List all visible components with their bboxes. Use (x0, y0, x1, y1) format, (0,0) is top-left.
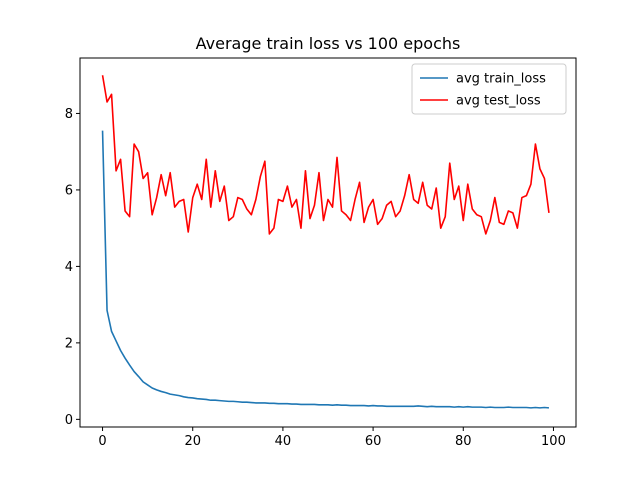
legend-label: avg test_loss (456, 94, 541, 109)
legend-label: avg train_loss (456, 72, 546, 87)
chart-title: Average train loss vs 100 epochs (196, 34, 461, 53)
y-tick-label: 2 (65, 336, 73, 351)
x-tick-label: 40 (275, 434, 292, 449)
y-tick-label: 4 (65, 260, 73, 275)
x-tick-label: 60 (365, 434, 382, 449)
plot-area: 0 20 40 60 80 100 0 2 4 6 8 (65, 57, 577, 449)
y-tick-label: 6 (65, 183, 73, 198)
y-tick-label: 0 (65, 413, 73, 428)
y-axis-ticks: 0 2 4 6 8 (65, 107, 80, 428)
series-line-test-loss (101, 75, 550, 235)
series-line-train-loss (101, 130, 550, 409)
x-tick-label: 0 (98, 434, 106, 449)
x-tick-label: 20 (184, 434, 201, 449)
x-tick-label: 80 (455, 434, 472, 449)
legend-box (411, 63, 567, 115)
y-tick-label: 8 (65, 107, 73, 122)
series-layer (101, 75, 550, 409)
x-axis-ticks: 0 20 40 60 80 100 (98, 427, 566, 449)
x-tick-label: 100 (541, 434, 566, 449)
axes-frame (79, 57, 577, 428)
